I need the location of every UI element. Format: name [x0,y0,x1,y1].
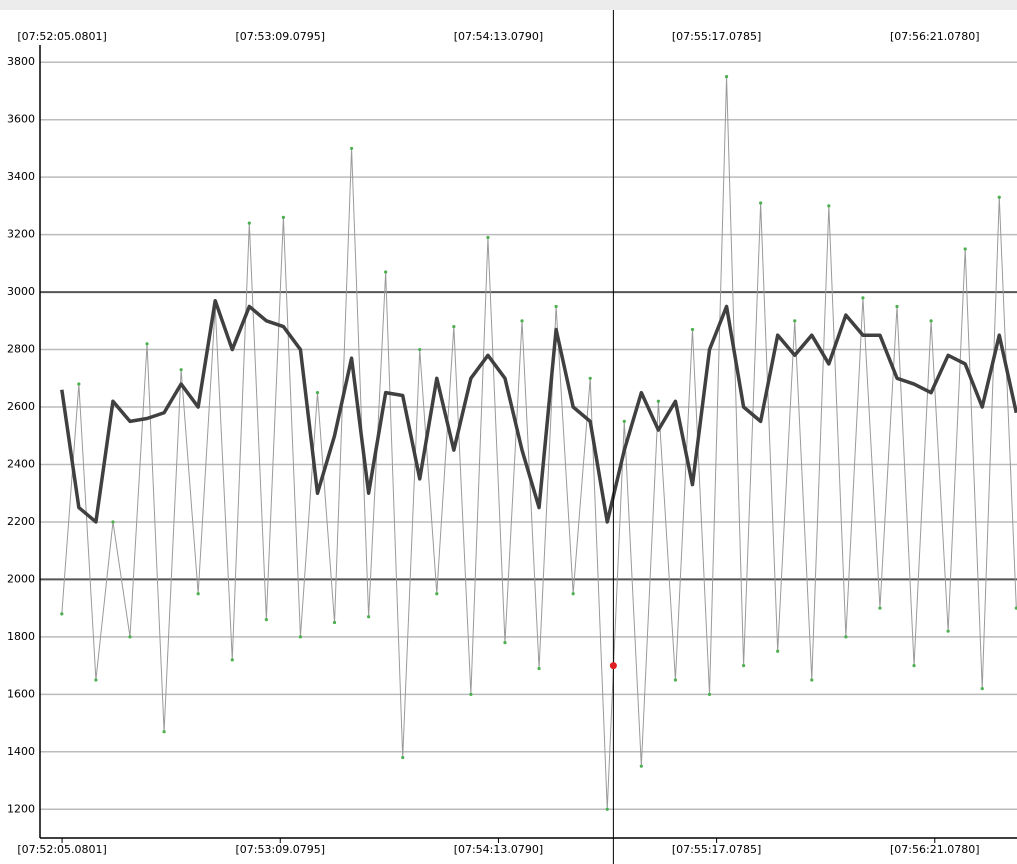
raw-point [1014,606,1017,610]
raw-point [264,618,268,622]
smoothed-line [60,298,1017,524]
raw-point [486,235,490,240]
y-tick-label: 1600 [7,687,35,700]
raw-point [281,215,285,219]
y-tick-label: 2000 [7,572,35,585]
x-tick-label: [07:52:05.0801] [17,30,106,43]
y-tick-label: 3200 [7,228,35,241]
raw-point [520,319,524,323]
y-tick-label: 2800 [7,343,35,356]
x-tick-label: [07:56:21.0780] [890,843,979,856]
raw-point [452,324,456,329]
raw-point [179,368,183,372]
y-tick-label: 2200 [7,515,35,528]
raw-point [367,615,371,619]
raw-point [622,419,626,423]
raw-point [588,376,592,380]
raw-point [724,75,729,79]
raw-point [503,641,507,645]
raw-point [912,664,916,668]
raw-point [639,764,643,768]
raw-point [469,692,473,696]
x-tick-label: [07:52:05.0801] [17,843,106,856]
raw-point [418,347,422,352]
raw-point [247,221,251,225]
x-tick-label: [07:56:21.0780] [890,30,979,43]
raw-point [861,296,865,300]
top-band [0,0,1017,10]
raw-point [742,664,746,668]
raw-point [111,520,115,524]
raw-point [656,399,660,403]
raw-point [537,666,541,671]
raw-point [946,629,950,633]
raw-line [61,76,1017,810]
y-tick-label: 1200 [7,802,35,815]
raw-point [878,606,882,610]
x-tick-label: [07:53:09.0795] [236,843,325,856]
raw-point [384,270,388,274]
y-tick-label: 3800 [7,55,35,68]
y-tick-label: 3600 [7,113,35,126]
raw-point [77,382,81,386]
y-tick-label: 3000 [7,285,35,298]
raw-point [401,755,405,760]
raw-point [435,592,439,596]
raw-point [605,807,609,811]
raw-point [128,635,132,639]
raw-point [230,658,234,662]
y-tick-label: 2600 [7,400,35,413]
raw-point [349,146,354,151]
x-tick-label: [07:54:13.0790] [454,30,543,43]
raw-point [980,686,984,691]
raw-point [997,195,1001,199]
raw-point [554,304,558,309]
raw-point [315,391,320,395]
x-tick-label: [07:55:17.0785] [672,843,761,856]
raw-point [895,304,899,309]
raw-point [60,612,64,616]
raw-point [94,678,98,682]
raw-point [963,247,967,251]
y-tick-label: 1800 [7,630,35,643]
raw-point [844,635,848,639]
y-tick-label: 2400 [7,457,35,470]
raw-point [929,319,933,323]
raw-point [196,592,200,596]
cursor-point [609,662,617,670]
raw-point [793,319,797,323]
raw-point [673,678,678,682]
y-tick-label: 1400 [7,745,35,758]
raw-point [759,201,763,205]
x-tick-label: [07:54:13.0790] [454,843,543,856]
y-tick-label: 3400 [7,170,35,183]
raw-point [776,649,780,653]
raw-point [707,692,712,696]
raw-point [332,620,337,625]
raw-point [571,592,575,596]
raw-point [690,327,695,332]
x-tick-label: [07:53:09.0795] [236,30,325,43]
x-tick-label: [07:55:17.0785] [672,30,761,43]
raw-point [162,730,166,734]
raw-point [145,342,149,346]
raw-point [810,678,814,682]
raw-point [298,635,303,639]
raw-point [827,204,831,208]
